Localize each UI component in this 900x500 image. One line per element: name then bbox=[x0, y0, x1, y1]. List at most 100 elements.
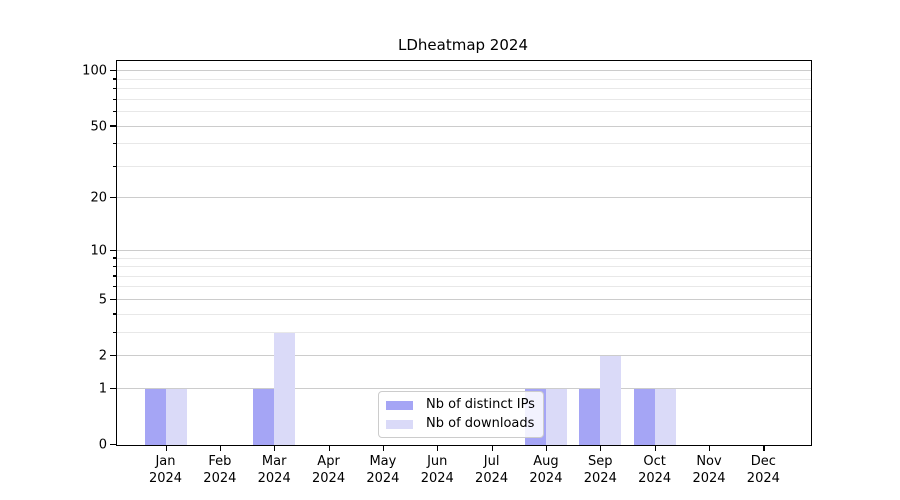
legend-swatch-downloads bbox=[386, 419, 413, 429]
gridline-major-10 bbox=[117, 249, 811, 251]
y-tick-minor-6 bbox=[113, 286, 116, 288]
x-tick-label-jan: Jan 2024 bbox=[136, 453, 196, 487]
x-tick-year-sep: 2024 bbox=[583, 471, 617, 486]
legend-swatch-distinct-ips bbox=[386, 400, 413, 410]
x-tick-aug bbox=[545, 446, 548, 451]
gridline-major-100 bbox=[117, 70, 811, 72]
legend-label-distinct-ips: Nb of distinct IPs bbox=[426, 397, 535, 412]
x-tick-year-mar: 2024 bbox=[257, 471, 291, 486]
y-tick-label-5: 5 bbox=[98, 292, 107, 308]
x-tick-month-feb: Feb bbox=[208, 454, 232, 469]
x-tick-year-oct: 2024 bbox=[638, 471, 672, 486]
y-tick-10 bbox=[110, 249, 116, 251]
gridline-minor-9 bbox=[117, 257, 811, 259]
y-tick-50 bbox=[110, 125, 116, 127]
x-tick-month-jan: Jan bbox=[155, 454, 176, 469]
gridline-major-1 bbox=[117, 387, 811, 389]
x-tick-month-oct: Oct bbox=[643, 454, 666, 469]
bar-distinct-ips-sep bbox=[579, 388, 601, 445]
y-tick-label-2: 2 bbox=[98, 348, 107, 364]
x-tick-label-feb: Feb 2024 bbox=[190, 453, 250, 487]
y-tick-5 bbox=[110, 298, 116, 300]
x-tick-year-nov: 2024 bbox=[692, 471, 726, 486]
x-tick-year-jun: 2024 bbox=[420, 471, 454, 486]
y-tick-minor-40 bbox=[113, 143, 116, 145]
x-tick-dec bbox=[763, 446, 765, 451]
x-tick-year-aug: 2024 bbox=[529, 471, 563, 486]
legend-item-distinct-ips: Nb of distinct IPs bbox=[386, 397, 535, 413]
y-tick-minor-9 bbox=[113, 257, 116, 259]
gridline-major-20 bbox=[117, 197, 811, 199]
y-tick-minor-4 bbox=[113, 313, 116, 315]
y-tick-minor-30 bbox=[113, 165, 116, 167]
x-tick-year-dec: 2024 bbox=[746, 471, 780, 486]
y-tick-20 bbox=[110, 197, 116, 199]
x-tick-label-nov: Nov 2024 bbox=[679, 453, 739, 487]
gridline-minor-3 bbox=[117, 331, 811, 333]
y-tick-label-100: 100 bbox=[82, 63, 107, 79]
gridline-minor-6 bbox=[117, 286, 811, 288]
x-tick-jan bbox=[165, 446, 167, 451]
y-tick-minor-60 bbox=[113, 110, 116, 113]
x-tick-label-mar: Mar 2024 bbox=[244, 453, 304, 487]
gridline-minor-30 bbox=[117, 165, 811, 167]
x-tick-year-apr: 2024 bbox=[312, 471, 346, 486]
bar-downloads-aug bbox=[545, 388, 567, 445]
y-tick-0 bbox=[110, 443, 116, 445]
gridline-major-2 bbox=[117, 355, 811, 357]
y-tick-label-0: 0 bbox=[98, 437, 107, 453]
bar-downloads-sep bbox=[600, 356, 622, 445]
x-tick-sep bbox=[600, 446, 602, 451]
bar-downloads-mar bbox=[274, 332, 296, 445]
plot-area: 0 1 2 5 10 20 50 100 Jan 2024 Feb 2024 Mar 2024 Apr 202… bbox=[82, 60, 812, 486]
gridline-major-5 bbox=[117, 298, 811, 300]
legend-label-downloads: Nb of downloads bbox=[426, 416, 535, 431]
legend: Nb of distinct IPs Nb of downloads bbox=[378, 391, 544, 438]
bar-distinct-ips-mar bbox=[253, 388, 275, 445]
x-tick-month-may: May bbox=[369, 454, 397, 469]
gridline-minor-8 bbox=[117, 266, 811, 268]
x-tick-year-jul: 2024 bbox=[475, 471, 509, 486]
bar-downloads-oct bbox=[654, 388, 676, 445]
y-tick-label-50: 50 bbox=[90, 119, 107, 135]
x-tick-month-nov: Nov bbox=[696, 454, 722, 469]
gridline-minor-7 bbox=[117, 275, 811, 277]
y-tick-minor-8 bbox=[113, 265, 116, 268]
x-tick-may bbox=[382, 446, 385, 451]
x-tick-year-may: 2024 bbox=[366, 471, 400, 486]
y-tick-minor-3 bbox=[113, 331, 116, 333]
x-tick-month-apr: Apr bbox=[317, 454, 340, 469]
x-tick-feb bbox=[219, 446, 222, 451]
y-tick-minor-90 bbox=[113, 78, 116, 80]
x-tick-apr bbox=[328, 446, 330, 451]
x-tick-jul bbox=[491, 446, 493, 451]
bar-downloads-jan bbox=[165, 388, 187, 445]
x-tick-month-dec: Dec bbox=[750, 454, 776, 469]
x-tick-label-aug: Aug 2024 bbox=[516, 453, 576, 487]
x-tick-month-jun: Jun bbox=[427, 454, 448, 469]
x-tick-month-mar: Mar bbox=[261, 454, 287, 469]
y-tick-minor-80 bbox=[113, 87, 116, 90]
x-tick-oct bbox=[654, 446, 656, 451]
bar-distinct-ips-jan bbox=[144, 388, 166, 445]
x-tick-jun bbox=[437, 446, 439, 451]
x-tick-month-jul: Jul bbox=[483, 454, 500, 469]
y-tick-100 bbox=[110, 70, 116, 72]
x-tick-label-may: May 2024 bbox=[353, 453, 413, 487]
x-tick-label-sep: Sep 2024 bbox=[570, 453, 630, 487]
gridline-minor-40 bbox=[117, 143, 811, 145]
x-tick-year-jan: 2024 bbox=[148, 471, 183, 486]
x-tick-label-jul: Jul 2024 bbox=[462, 453, 522, 487]
x-tick-label-jun: Jun 2024 bbox=[407, 453, 467, 487]
y-tick-1 bbox=[110, 387, 116, 389]
bar-distinct-ips-oct bbox=[633, 388, 655, 445]
legend-item-downloads: Nb of downloads bbox=[386, 416, 535, 432]
y-tick-minor-70 bbox=[113, 98, 116, 100]
x-tick-month-sep: Sep bbox=[588, 454, 613, 469]
gridline-minor-90 bbox=[117, 78, 811, 80]
x-tick-year-feb: 2024 bbox=[203, 471, 237, 486]
gridline-minor-60 bbox=[117, 111, 811, 113]
y-tick-2 bbox=[110, 354, 116, 357]
x-tick-label-dec: Dec 2024 bbox=[733, 453, 793, 487]
